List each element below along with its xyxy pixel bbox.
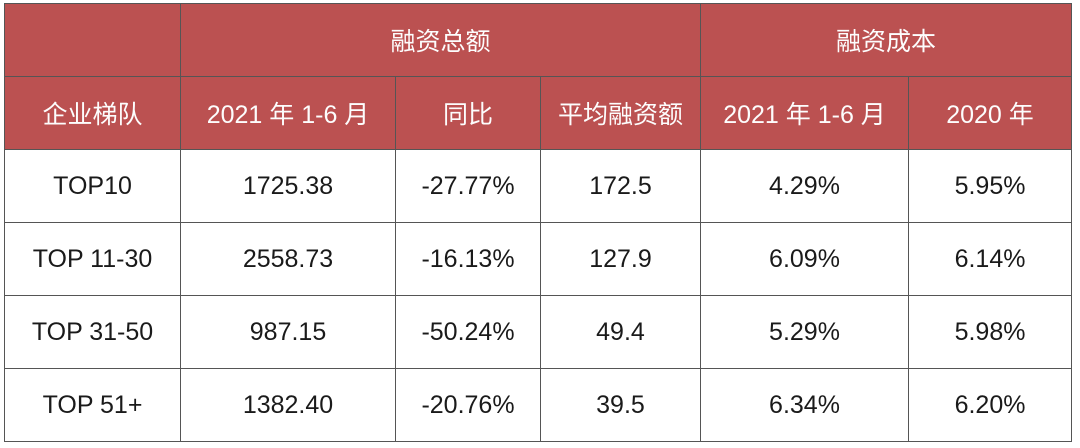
tier-cell: TOP 51+ — [4, 368, 181, 442]
tier-cell: TOP 11-30 — [4, 222, 181, 296]
value-cell: 5.98% — [907, 295, 1073, 369]
value-cell: 4.29% — [700, 149, 909, 223]
column-header-row: 企业梯队 2021 年 1-6 月 同比 平均融资额 2021 年 1-6 月 … — [4, 76, 1073, 150]
value-cell: 1725.38 — [180, 149, 396, 223]
tier-cell: TOP 31-50 — [4, 295, 181, 369]
value-cell: 172.5 — [540, 149, 701, 223]
value-cell: 6.14% — [907, 222, 1073, 296]
tier-cell: TOP10 — [4, 149, 181, 223]
col-header-cost-2020: 2020 年 — [907, 76, 1073, 150]
value-cell: 987.15 — [180, 295, 396, 369]
value-cell: 49.4 — [540, 295, 701, 369]
financing-table: 融资总额 融资成本 企业梯队 2021 年 1-6 月 同比 平均融资额 202… — [4, 3, 1073, 442]
group-header-empty-cell — [4, 3, 181, 77]
value-cell: 6.34% — [700, 368, 909, 442]
col-header-average: 平均融资额 — [540, 76, 701, 150]
table-row: TOP 31-50 987.15 -50.24% 49.4 5.29% 5.98… — [4, 295, 1073, 369]
value-cell: 6.20% — [907, 368, 1073, 442]
value-cell: 6.09% — [700, 222, 909, 296]
value-cell: -50.24% — [395, 295, 541, 369]
col-header-tier: 企业梯队 — [4, 76, 181, 150]
col-header-cost-2021: 2021 年 1-6 月 — [700, 76, 909, 150]
group-header-financing-cost: 融资成本 — [699, 3, 1073, 77]
value-cell: 5.29% — [700, 295, 909, 369]
value-cell: -16.13% — [395, 222, 541, 296]
value-cell: -27.77% — [395, 149, 541, 223]
col-header-total-2021: 2021 年 1-6 月 — [180, 76, 396, 150]
table-body: TOP10 1725.38 -27.77% 172.5 4.29% 5.95% … — [4, 149, 1073, 442]
table-header: 融资总额 融资成本 企业梯队 2021 年 1-6 月 同比 平均融资额 202… — [4, 3, 1073, 150]
table-row: TOP10 1725.38 -27.77% 172.5 4.29% 5.95% — [4, 149, 1073, 223]
col-header-yoy: 同比 — [395, 76, 541, 150]
group-header-financing-total: 融资总额 — [180, 3, 701, 77]
value-cell: -20.76% — [395, 368, 541, 442]
value-cell: 127.9 — [540, 222, 701, 296]
value-cell: 39.5 — [540, 368, 701, 442]
value-cell: 5.95% — [907, 149, 1073, 223]
value-cell: 1382.40 — [180, 368, 396, 442]
group-header-row: 融资总额 融资成本 — [4, 3, 1073, 77]
table-row: TOP 51+ 1382.40 -20.76% 39.5 6.34% 6.20% — [4, 368, 1073, 442]
table-row: TOP 11-30 2558.73 -16.13% 127.9 6.09% 6.… — [4, 222, 1073, 296]
value-cell: 2558.73 — [180, 222, 396, 296]
